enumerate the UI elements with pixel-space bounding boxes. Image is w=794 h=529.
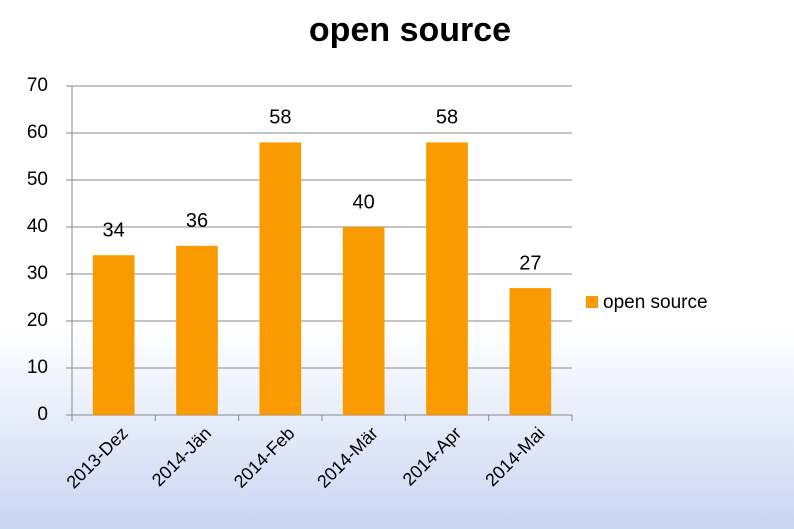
bar [259, 142, 302, 415]
bar [342, 227, 385, 415]
bar [92, 255, 135, 415]
data-label: 34 [103, 219, 125, 241]
y-tick-label: 10 [27, 357, 48, 378]
data-label: 27 [519, 252, 541, 274]
y-tick-label: 60 [27, 122, 48, 143]
legend-label: open source [603, 292, 708, 313]
y-tick-label: 50 [27, 169, 48, 190]
y-tick-label: 20 [27, 310, 48, 331]
bar [426, 142, 468, 415]
y-tick-label: 0 [37, 404, 48, 425]
data-label: 36 [186, 210, 208, 232]
y-tick-label: 70 [27, 75, 48, 96]
bar [509, 288, 552, 415]
y-tick-label: 30 [27, 263, 48, 284]
y-tick-label: 40 [27, 216, 48, 237]
data-label: 40 [353, 191, 375, 213]
legend-swatch [586, 296, 598, 308]
data-label: 58 [436, 107, 458, 129]
data-label: 58 [269, 107, 291, 129]
chart-title: open source [309, 11, 511, 49]
bar [176, 245, 218, 415]
